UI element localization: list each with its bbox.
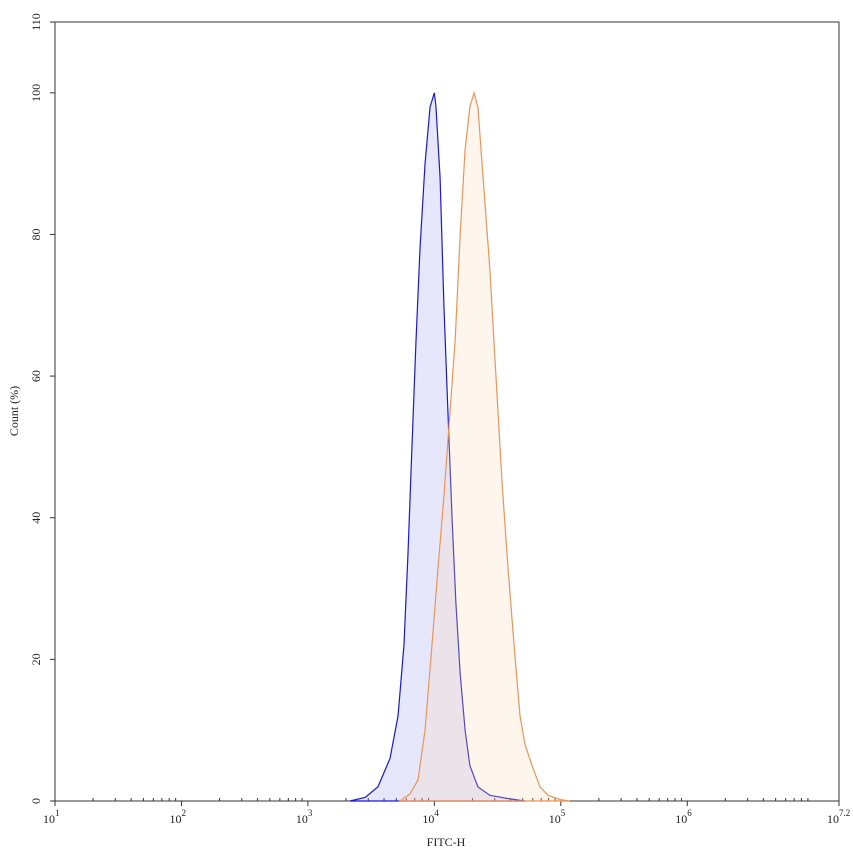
x-tick-exponent: 5	[561, 808, 566, 818]
y-tick-label: 80	[29, 228, 43, 240]
x-tick-exponent: 6	[687, 808, 692, 818]
y-tick-label: 110	[29, 13, 43, 31]
x-tick-label: 10	[422, 812, 434, 826]
y-tick-label: 0	[29, 798, 43, 804]
x-tick-exponent: 7.2	[839, 808, 850, 818]
histogram-curve	[349, 92, 526, 802]
x-axis-label: FITC-H	[427, 835, 466, 849]
x-tick-label: 10	[43, 812, 55, 826]
y-tick-label: 20	[29, 653, 43, 665]
y-tick-label: 40	[29, 512, 43, 524]
y-tick-label: 60	[29, 370, 43, 382]
y-tick-label: 100	[29, 84, 43, 102]
histogram-curve	[398, 90, 570, 802]
x-tick-label: 10	[827, 812, 839, 826]
x-tick-exponent: 3	[308, 808, 313, 818]
x-tick-label: 10	[675, 812, 687, 826]
y-axis-label: Count (%)	[7, 386, 21, 436]
x-tick-exponent: 2	[181, 808, 186, 818]
x-tick-exponent: 4	[434, 808, 439, 818]
x-tick-label: 10	[169, 812, 181, 826]
x-tick-exponent: 1	[55, 808, 60, 818]
x-tick-label: 10	[549, 812, 561, 826]
x-tick-label: 10	[296, 812, 308, 826]
